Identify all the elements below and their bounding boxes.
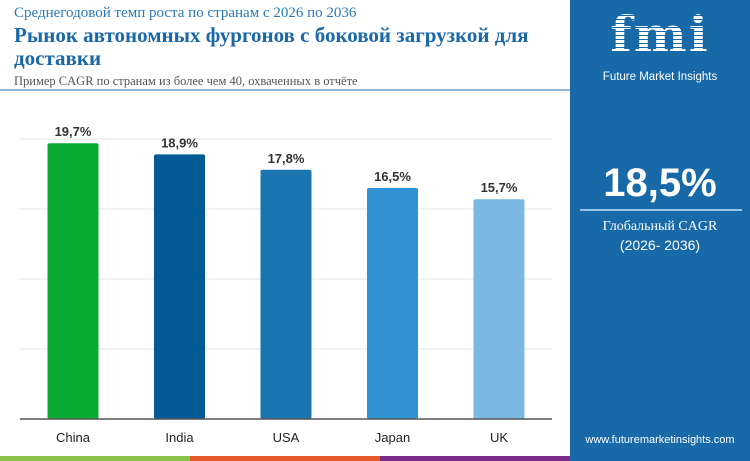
strip-green (0, 456, 190, 461)
brand-name: Future Market Insights (602, 71, 718, 83)
color-strip (0, 456, 570, 461)
bar-usa (260, 169, 312, 419)
bar-uk (473, 199, 525, 419)
chart-note: Пример CAGR по странам из более чем 40, … (14, 74, 358, 88)
divider (580, 209, 742, 211)
bar-japan (367, 188, 418, 419)
bar-chart: 19,7% China 18,9% India 17,8% USA 16,5% Japan 15… (20, 124, 552, 445)
bar-china (47, 143, 99, 419)
data-label: 16,5% (374, 169, 411, 184)
x-tick-label: China (56, 430, 91, 445)
x-tick-label: USA (273, 430, 300, 445)
period-label: (2026- 2036) (619, 237, 701, 253)
website-link[interactable]: www.futuremarketinsights.com (585, 434, 735, 446)
global-cagr-value: 18,5% (603, 161, 717, 205)
side-panel: fmi Future Market Insights 18,5% Глобаль… (570, 0, 750, 461)
strip-orange (190, 456, 380, 461)
fmi-logo: fmi Future Market Insights (570, 4, 750, 84)
data-label: 19,7% (55, 124, 92, 139)
x-tick-label: India (165, 430, 194, 445)
data-label: 15,7% (481, 180, 518, 195)
global-cagr-label: Глобальный CAGR (602, 219, 718, 234)
header-divider (0, 89, 570, 91)
bar-india (154, 154, 205, 419)
chart-title: Рынок автономных фургонов с боковой загр… (14, 23, 529, 70)
strip-purple (380, 456, 570, 461)
x-tick-label: Japan (375, 430, 410, 445)
header: Среднегодовой темп роста по странам с 20… (14, 4, 564, 89)
x-tick-label: UK (490, 430, 508, 445)
data-label: 17,8% (268, 151, 305, 166)
data-label: 18,9% (161, 135, 198, 150)
chart-subtitle: Среднегодовой темп роста по странам с 20… (14, 5, 357, 21)
